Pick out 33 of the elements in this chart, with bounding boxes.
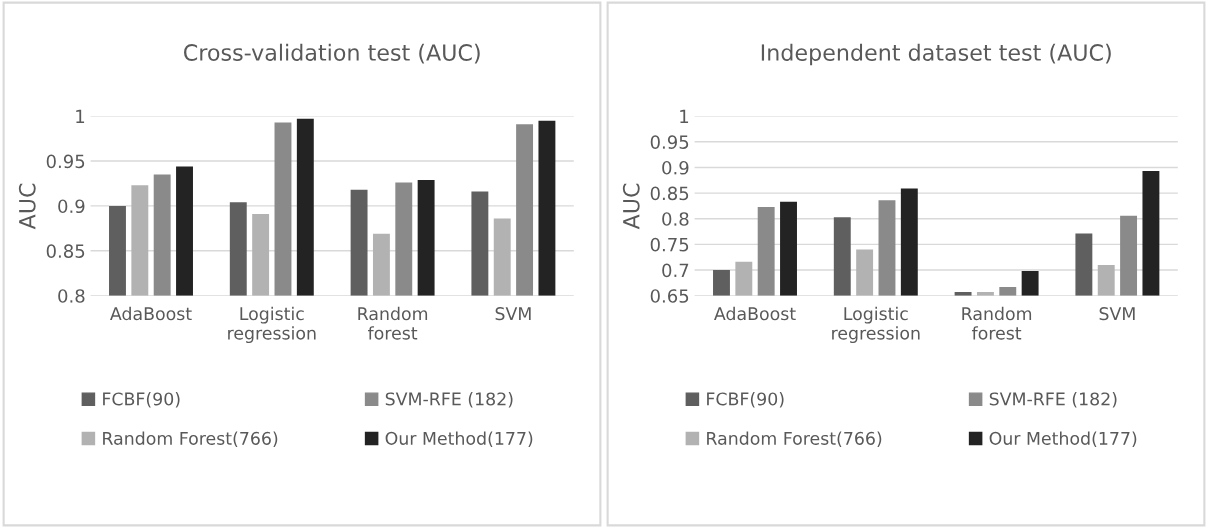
y-tick-label: 1	[76, 109, 85, 124]
y-tick-label: 0.8	[58, 289, 85, 303]
legend-label: SVM-RFE (182)	[385, 392, 513, 408]
legend-label: FCBF(90)	[707, 392, 784, 408]
y-tick-label: 0.8	[662, 212, 689, 226]
x-tick-label: Random forest	[358, 306, 428, 340]
legend-label: SVM-RFE (182)	[989, 392, 1117, 408]
y-axis-title: AUC	[622, 183, 640, 230]
x-tick-label: SVM	[495, 307, 531, 321]
y-tick-label: 0.95	[650, 135, 689, 149]
y-tick-label: 0.9	[662, 160, 689, 175]
legend-label: Random Forest(766)	[103, 431, 278, 447]
x-tick-label: Random forest	[962, 306, 1032, 340]
legend-label: Our Method(177)	[385, 431, 533, 447]
legend-label: Random Forest(766)	[707, 431, 882, 447]
y-tick-label: 0.75	[650, 237, 689, 252]
x-tick-label: SVM	[1099, 307, 1135, 321]
y-tick-label: 0.65	[650, 289, 689, 303]
y-tick-label: 0.85	[46, 244, 85, 258]
y-tick-label: 0.9	[58, 199, 85, 214]
y-tick-label: 0.95	[46, 154, 85, 169]
y-tick-label: 0.7	[662, 263, 689, 278]
x-tick-label: AdaBoost	[714, 306, 796, 321]
x-tick-label: AdaBoost	[110, 306, 192, 321]
y-tick-label: 0.85	[650, 186, 689, 201]
legend-label: Our Method(177)	[989, 431, 1137, 447]
y-axis-title: AUC	[18, 183, 36, 230]
x-tick-label: Logistic regression	[832, 306, 920, 344]
chart-title: Cross-validation test (AUC)	[184, 43, 480, 64]
y-tick-label: 1	[680, 109, 689, 124]
legend-label: FCBF(90)	[103, 392, 180, 408]
x-tick-label: Logistic regression	[228, 306, 316, 344]
chart-title: Independent dataset test (AUC)	[761, 43, 1111, 66]
